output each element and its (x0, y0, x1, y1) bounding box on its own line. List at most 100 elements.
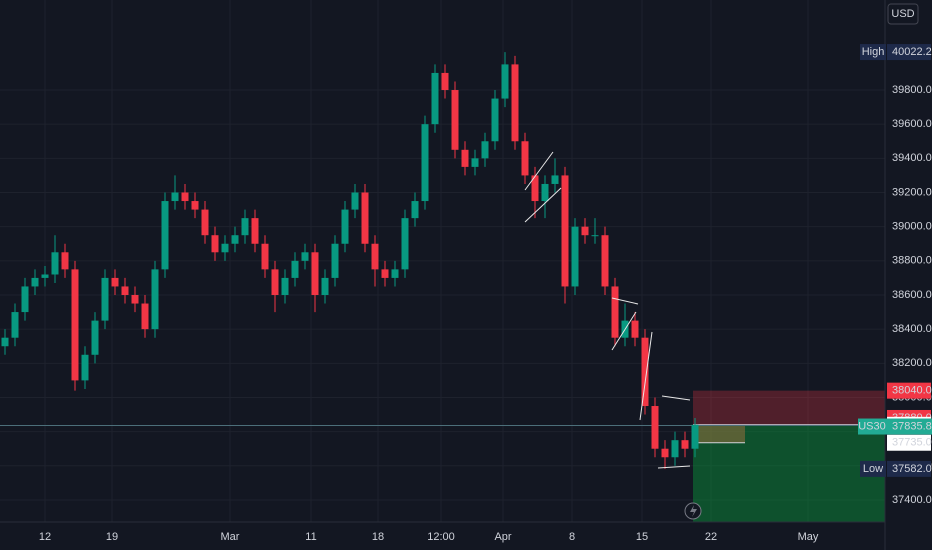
price-label-bg (887, 44, 931, 61)
risk-zone (693, 390, 885, 425)
price-name: Low (863, 463, 883, 475)
candle-body (461, 149, 469, 167)
candle-body (631, 320, 639, 338)
x-tick-label: 8 (569, 531, 575, 543)
candle-body (381, 269, 389, 278)
candle-body (511, 64, 519, 142)
trend-drawings (524, 151, 691, 469)
candle-body (141, 303, 149, 330)
x-tick-label: 12:00 (427, 531, 455, 543)
candle-body (231, 235, 239, 244)
candle-body (241, 218, 249, 236)
candle-body (481, 141, 489, 159)
price-name-bg (860, 44, 886, 61)
y-tick-label: 38600.0 (892, 289, 932, 301)
candle-body (131, 294, 139, 304)
last-price-bg (858, 418, 932, 435)
candle-body (81, 354, 89, 381)
symbol: US30 (858, 420, 886, 432)
candle-body (11, 312, 19, 338)
candle-body (291, 260, 299, 278)
price-label: 37735.0 (892, 437, 932, 449)
candle-body (531, 175, 539, 202)
price-label-bg (887, 382, 931, 399)
last-price: 37835.8 (892, 420, 932, 432)
channel-line (611, 311, 637, 351)
candle-body (41, 274, 49, 278)
price-label-bg (887, 460, 931, 477)
candle-body (31, 277, 39, 287)
channel-line (639, 331, 653, 421)
candle-body (211, 235, 219, 253)
candle-body (671, 440, 679, 458)
candle-body (411, 201, 419, 219)
channel-line (524, 151, 554, 191)
x-tick-label: Apr (494, 531, 511, 543)
channel-line (611, 297, 639, 305)
candle-body (591, 235, 599, 237)
candle-body (451, 90, 459, 150)
candle-body (1, 337, 9, 347)
candle-body (391, 269, 399, 278)
candle-body (611, 286, 619, 338)
candle-body (261, 243, 269, 270)
x-tick-label: 11 (305, 531, 316, 543)
candle-body (181, 192, 189, 202)
channel-line (661, 395, 691, 401)
y-tick-label: 38200.0 (892, 357, 932, 369)
price-label: 40022.2 (892, 46, 932, 58)
filled-zone (693, 424, 745, 443)
y-tick-label: 39400.0 (892, 152, 932, 164)
candle-body (341, 209, 349, 244)
axes: 37400.037600.037800.038000.038200.038400… (39, 44, 932, 543)
candle-body (311, 252, 319, 295)
currency-button[interactable] (887, 3, 919, 25)
candle-body (271, 269, 279, 295)
x-tick-label: 19 (106, 531, 118, 543)
x-tick-label: 15 (636, 531, 648, 543)
candle-body (521, 141, 529, 176)
y-tick-label: 39000.0 (892, 221, 932, 233)
candle-body (221, 243, 229, 253)
channel-line (657, 465, 691, 469)
candle-body (301, 252, 309, 261)
candle-body (71, 269, 79, 381)
currency[interactable]: USD (891, 8, 914, 20)
x-tick-label: Mar (221, 531, 240, 543)
candle-body (651, 406, 659, 449)
price-label: 37582.0 (892, 463, 932, 475)
price-name: High (862, 46, 885, 58)
x-tick-label: 18 (372, 531, 384, 543)
price-label-bg (887, 434, 931, 451)
candle-body (371, 243, 379, 270)
candle-body (21, 286, 29, 313)
candle-body (111, 277, 119, 287)
candle-body (601, 235, 609, 287)
lightning (690, 505, 697, 517)
price-name-bg (860, 460, 886, 477)
candle-body (551, 175, 559, 184)
candle-body (691, 424, 699, 449)
y-tick-label: 38400.0 (892, 323, 932, 335)
position-tool[interactable] (0, 390, 885, 522)
x-tick-label: May (798, 531, 819, 543)
candle-body (491, 98, 499, 142)
y-tick-label: 38800.0 (892, 255, 932, 267)
candle-body (331, 243, 339, 278)
candle-body (441, 72, 449, 91)
candle-body (121, 286, 129, 295)
candle-body (151, 269, 159, 330)
y-tick-label: 39200.0 (892, 186, 932, 198)
candle-body (581, 226, 589, 236)
candle-body (561, 175, 569, 287)
candle-body (421, 124, 429, 202)
candle-body (431, 72, 439, 125)
price-label: 38040.0 (892, 385, 932, 397)
y-tick-label: 39800.0 (892, 84, 932, 96)
x-tick-label: 12 (39, 531, 51, 543)
candle-body (361, 192, 369, 244)
candle-body (161, 201, 169, 270)
candle-body (641, 337, 649, 407)
candle-body (571, 226, 579, 287)
